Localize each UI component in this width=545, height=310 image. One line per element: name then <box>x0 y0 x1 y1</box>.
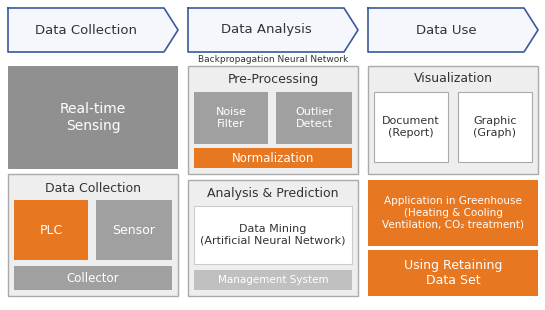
Bar <box>368 250 538 296</box>
Bar <box>188 180 358 296</box>
Text: Analysis & Prediction: Analysis & Prediction <box>207 187 339 200</box>
Text: Visualization: Visualization <box>414 73 493 86</box>
Text: Outlier
Detect: Outlier Detect <box>295 107 333 129</box>
Bar <box>194 270 352 290</box>
Bar <box>194 206 352 264</box>
Text: Pre-Processing: Pre-Processing <box>227 73 319 86</box>
Text: Real-time
Sensing: Real-time Sensing <box>60 102 126 133</box>
Bar <box>96 200 172 260</box>
Bar <box>276 92 352 144</box>
Text: Using Retaining
Data Set: Using Retaining Data Set <box>404 259 502 287</box>
Text: Application in Greenhouse
(Heating & Cooling
Ventilation, CO₂ treatment): Application in Greenhouse (Heating & Coo… <box>382 197 524 230</box>
Bar <box>194 92 268 144</box>
Text: Data Analysis: Data Analysis <box>221 24 311 37</box>
Text: Data Use: Data Use <box>416 24 476 37</box>
Text: Noise
Filter: Noise Filter <box>216 107 246 129</box>
Bar <box>188 66 358 174</box>
Text: Data Mining
(Artificial Neural Network): Data Mining (Artificial Neural Network) <box>200 224 346 246</box>
Text: Management System: Management System <box>217 275 328 285</box>
Polygon shape <box>188 8 358 52</box>
Text: Graphic
(Graph): Graphic (Graph) <box>473 116 517 138</box>
Text: Normalization: Normalization <box>232 152 314 165</box>
Bar <box>368 180 538 246</box>
Bar <box>14 266 172 290</box>
Bar <box>368 66 538 174</box>
Text: Document
(Report): Document (Report) <box>382 116 440 138</box>
Text: Sensor: Sensor <box>113 224 155 237</box>
Text: Data Collection: Data Collection <box>35 24 137 37</box>
Bar <box>458 92 532 162</box>
Polygon shape <box>8 8 178 52</box>
Bar <box>8 66 178 169</box>
Bar <box>8 174 178 296</box>
Text: PLC: PLC <box>39 224 63 237</box>
Text: Collector: Collector <box>66 272 119 285</box>
Text: Backpropagation Neural Network: Backpropagation Neural Network <box>198 55 348 64</box>
Bar <box>14 200 88 260</box>
Bar <box>374 92 448 162</box>
Polygon shape <box>368 8 538 52</box>
Text: Data Collection: Data Collection <box>45 181 141 194</box>
Bar <box>194 148 352 168</box>
